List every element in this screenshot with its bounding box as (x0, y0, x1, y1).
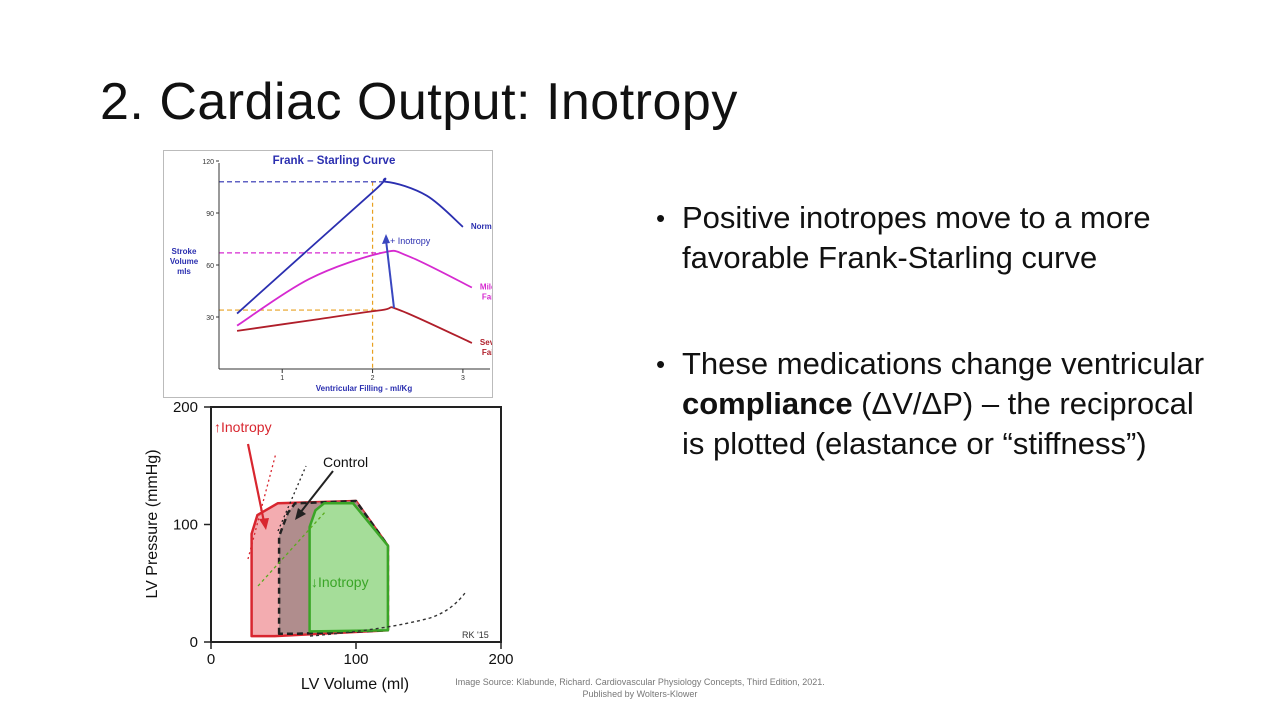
bullet-text: (ΔV/ΔP) – the reciprocal is plotted (ela… (682, 386, 1194, 461)
series-line-mild-failure (236, 249, 473, 327)
y-axis-label: LV Pressure (mmHg) (144, 449, 161, 598)
chart-title: Frank – Starling Curve (273, 155, 396, 167)
series-label: MildFailure (480, 283, 492, 302)
y-tick-label: 200 (173, 399, 198, 416)
pv-loop-down-inotropy (308, 502, 390, 633)
bullet-text: These medications change ventricular (682, 346, 1205, 381)
y-axis-label: Stroke Volume mls (170, 247, 199, 276)
up-inotropy-arrowhead (259, 518, 269, 530)
bullet-bold-term: compliance (682, 386, 853, 421)
up-inotropy-label: ↑Inotropy (214, 419, 272, 435)
x-tick-label: 1 (280, 375, 284, 382)
pv-loop-chart: 0 100 200 0 100 200 LV Pressure (mmHg) LV Vo… (144, 399, 514, 693)
inotropy-arrow (385, 239, 395, 309)
series-line-severe-failure (236, 306, 473, 344)
author-mark: RK '15 (462, 630, 489, 640)
espvr-up-line (247, 452, 277, 560)
x-tick-label: 3 (461, 375, 465, 382)
bullet-list: Positive inotropes move to a more favora… (656, 198, 1216, 464)
y-tick-label: 120 (202, 159, 214, 166)
bullet-text: Positive inotropes move to a more favora… (682, 200, 1151, 275)
down-inotropy-label: ↓Inotropy (311, 574, 369, 590)
series-line-normal (236, 177, 464, 315)
series-label: Normal (471, 222, 492, 231)
y-tick-label: 0 (190, 634, 198, 651)
frank-starling-figure: Frank – Starling Curve 30 60 90 120 Stroke V… (163, 150, 509, 398)
x-axis-label: LV Volume (ml) (301, 676, 409, 693)
y-tick-label: 60 (206, 263, 214, 270)
pv-loop-figure: 0 100 200 0 100 200 LV Pressure (mmHg) LV Vo… (130, 396, 520, 701)
frank-starling-chart: Frank – Starling Curve 30 60 90 120 Stroke V… (170, 155, 509, 393)
y-tick-label: 100 (173, 517, 198, 534)
slide-title: 2. Cardiac Output: Inotropy (100, 73, 738, 131)
inotropy-annotation: + Inotropy (390, 236, 431, 246)
series-label: SevereFailure (480, 338, 492, 357)
edpvr-curve (309, 592, 466, 637)
control-arrowhead (295, 508, 306, 520)
x-tick-label: 100 (343, 651, 368, 668)
bullet-item: Positive inotropes move to a more favora… (656, 198, 1216, 278)
source-line-1: Image Source: Klabunde, Richard. Cardiov… (455, 677, 825, 687)
source-line-2: Published by Wolters-Klower (582, 689, 698, 699)
bullet-item: These medications change ventricular com… (656, 344, 1216, 464)
x-tick-label: 0 (207, 651, 215, 668)
image-source-credit: Image Source: Klabunde, Richard. Cardiov… (420, 676, 860, 700)
inotropy-arrowhead (382, 234, 390, 244)
x-tick-label: 200 (488, 651, 513, 668)
y-tick-label: 30 (206, 315, 214, 322)
x-tick-label: 2 (371, 375, 375, 382)
espvr-control-line (277, 465, 307, 532)
espvr-down-line (257, 510, 327, 587)
control-arrow (299, 470, 334, 514)
y-tick-label: 90 (206, 211, 214, 218)
up-inotropy-arrow (246, 443, 266, 523)
control-label: Control (323, 454, 368, 470)
x-axis-label: Ventricular Filling - ml/Kg (316, 384, 413, 393)
